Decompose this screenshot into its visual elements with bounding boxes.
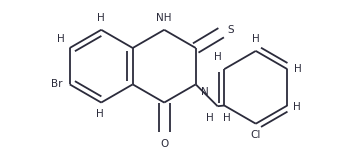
Text: Cl: Cl <box>251 130 261 140</box>
Text: H: H <box>96 109 104 119</box>
Text: H: H <box>293 102 301 112</box>
Text: H: H <box>214 52 222 62</box>
Text: H: H <box>223 113 231 123</box>
Text: H: H <box>56 34 64 44</box>
Text: H: H <box>206 113 213 123</box>
Text: S: S <box>227 25 233 35</box>
Text: NH: NH <box>156 13 172 23</box>
Text: H: H <box>294 64 302 74</box>
Text: H: H <box>252 34 260 44</box>
Text: Br: Br <box>51 79 63 89</box>
Text: N: N <box>201 87 209 97</box>
Text: H: H <box>97 13 105 23</box>
Text: O: O <box>160 139 169 149</box>
